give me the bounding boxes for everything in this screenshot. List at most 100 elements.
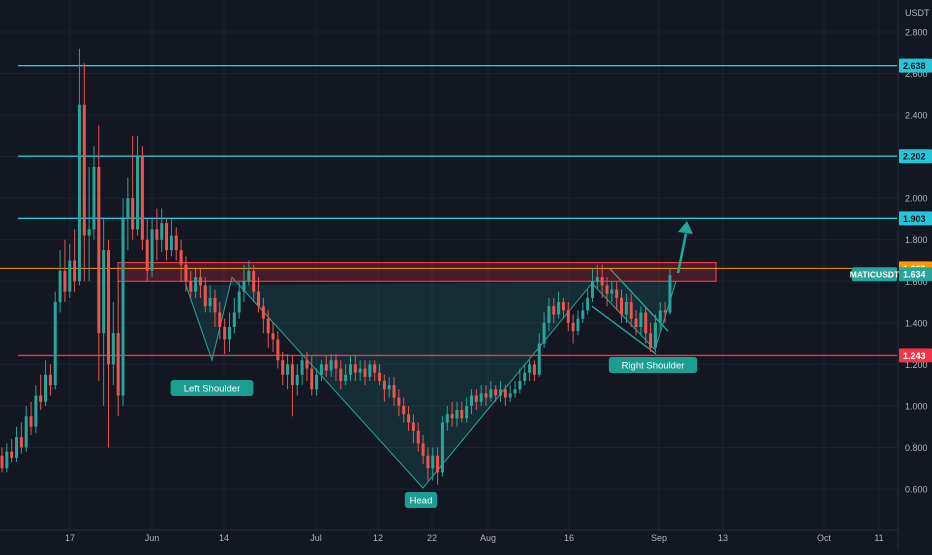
candle-body [353,364,357,373]
wedge-top-line [609,268,669,332]
candles [0,48,672,485]
candle-body [382,380,386,390]
symbol-tag [852,267,897,282]
candle-body [634,318,638,327]
candle-body [276,339,280,361]
candle-body [436,455,440,473]
candle-body [411,422,415,431]
candle-body [87,229,91,236]
candle-body [576,318,580,332]
candle-body [179,250,183,265]
candle-body [227,326,231,340]
candle-body [145,239,149,271]
candle-body [426,455,430,469]
candle-body [392,385,396,398]
candle-body [455,410,459,419]
candle-body [223,326,227,340]
candle-body [315,374,319,390]
candle-body [503,389,507,398]
candle-body [5,451,9,469]
y-tick-label: 1.200 [905,360,928,370]
candle-body [663,310,667,313]
candle-body [445,414,449,423]
x-tick-label: 22 [427,533,437,543]
candle-body [373,364,377,373]
x-tick-label: Aug [480,533,496,543]
candle-body [165,223,169,251]
wedge-bottom-line [591,305,657,355]
candle-body [494,389,498,396]
currency-label: USDT [905,8,930,18]
candle-body [155,229,159,240]
x-tick-label: 11 [874,533,883,543]
candle-body [465,405,469,419]
candle-body [552,306,556,315]
candle-body [644,312,648,334]
candle-body [649,333,653,348]
candle-body [339,368,343,381]
candle-body [242,281,246,292]
y-tick-label: 2.800 [905,28,928,38]
y-tick-label: 1.800 [905,235,928,245]
head-label: Head [410,496,433,507]
candle-body [44,374,48,402]
candle-body [590,281,594,298]
candle-body [334,360,338,369]
candle-body [532,364,536,375]
candle-body [295,374,299,386]
candle-body [208,297,212,307]
candle-body [237,291,241,313]
candle-body [397,397,401,406]
level-price-tag-label: 1.903 [903,214,926,224]
y-tick-label: 0.600 [905,485,928,495]
candle-body [266,318,270,334]
candle-body [63,270,67,292]
candle-body [281,360,285,375]
right-shoulder-badge [608,357,698,373]
x-tick-label: Sep [651,533,667,543]
price-axis: 0.600 0.800 1.000 1.200 1.400 1.600 1.800 2.000… [850,0,932,550]
candle-body [174,235,178,251]
candle-body [561,302,565,311]
candle-body [542,322,546,344]
candle-body [358,368,362,373]
y-tick-label: 2.600 [905,69,928,79]
y-tick-label: 1.000 [905,401,928,411]
candle-body [0,455,4,469]
candle-body [116,333,120,396]
candle-body [102,250,106,334]
candle-body [629,302,633,319]
candle-body [571,322,575,332]
candle-body [286,364,290,375]
candle-body [169,235,173,251]
head-badge [404,492,438,508]
candle-body [513,389,517,394]
level-price-tag-label: 2.202 [903,152,926,162]
candle-body [310,368,314,390]
breakout-arrow-head [678,221,693,235]
candle-body [547,306,551,323]
candle-body [489,389,493,398]
candle-body [421,443,425,456]
candle-body [300,360,304,375]
candle-body [68,260,72,292]
x-tick-label: 14 [219,533,229,543]
candle-body [484,393,488,398]
left-shoulder-label: Left Shoulder [184,384,241,395]
candle-body [605,285,609,294]
candle-body [189,281,193,292]
candle-body [595,277,599,282]
candle-body [460,410,464,419]
candle-body [518,380,522,390]
candle-body [232,312,236,327]
candle-body [499,389,503,396]
candle-body [198,277,202,286]
candle-body [431,455,435,469]
level-price-tag [899,348,932,363]
candle-body [48,374,52,386]
candle-body [34,395,38,427]
candle-body [450,414,454,419]
candle-body [537,343,541,375]
